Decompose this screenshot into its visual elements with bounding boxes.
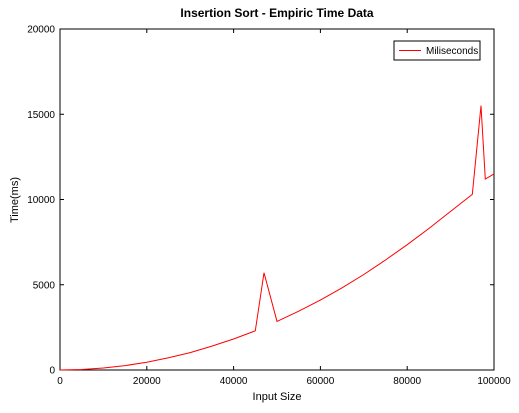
x-tick-label: 80000 [393, 376, 421, 387]
x-axis-label: Input Size [253, 391, 302, 403]
y-tick-label: 5000 [33, 280, 56, 291]
x-tick-label: 0 [57, 376, 63, 387]
y-tick-label: 0 [49, 366, 55, 377]
y-tick-label: 20000 [27, 25, 55, 36]
y-axis-ticks: 0 5000 10000 15000 20000 [27, 25, 494, 377]
x-tick-label: 100000 [477, 376, 511, 387]
legend-box [393, 40, 481, 61]
y-tick-label: 10000 [27, 195, 55, 206]
y-tick-label: 15000 [27, 110, 55, 121]
legend: Miliseconds [393, 40, 481, 61]
y-axis-label: Time(ms) [9, 177, 21, 223]
x-tick-label: 20000 [133, 376, 161, 387]
legend-entry-miliseconds: Miliseconds [426, 46, 478, 57]
chart-title: Insertion Sort - Empiric Time Data [180, 6, 373, 20]
x-tick-label: 40000 [220, 376, 248, 387]
series-lines [59, 105, 495, 371]
x-tick-label: 60000 [306, 376, 334, 387]
plot-area-border [59, 28, 495, 371]
x-axis-ticks: 0 20000 40000 60000 80000 100000 [57, 29, 511, 387]
plot-frame [59, 28, 495, 371]
series-line-miliseconds [59, 105, 495, 371]
